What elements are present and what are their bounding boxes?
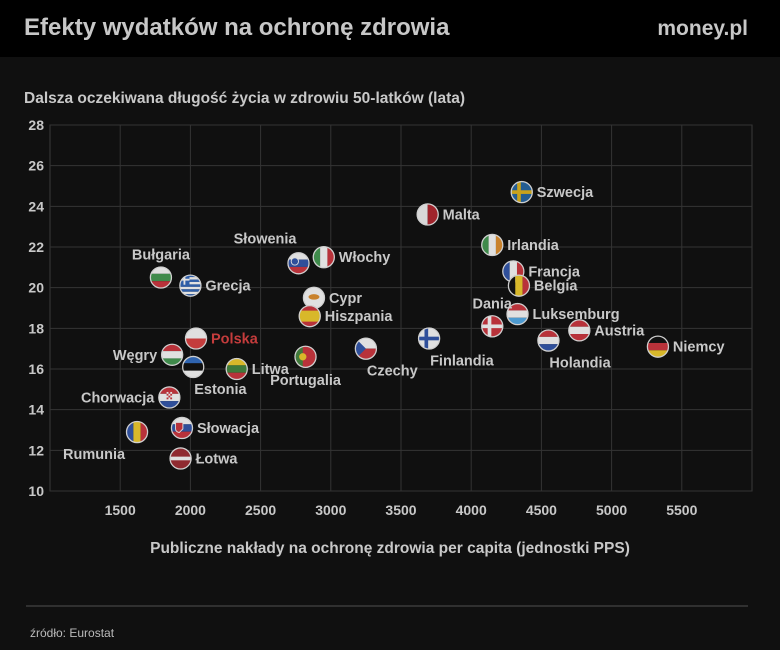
chart-title: Dalsza oczekiwana długość życia w zdrowi… (24, 90, 465, 107)
point-label: Czechy (367, 364, 418, 380)
y-tick-label: 20 (28, 280, 44, 296)
flag-marker-austria (568, 319, 591, 342)
flag-marker-denmark (481, 315, 504, 338)
y-tick-label: 14 (28, 402, 44, 418)
flag-marker-finland (417, 327, 441, 350)
flag-marker-czechia (354, 337, 378, 360)
point-label: Niemcy (673, 340, 725, 356)
x-tick-label: 3000 (315, 502, 346, 518)
brand-logo: money.pl (657, 17, 748, 40)
flag-marker-ireland (481, 233, 504, 257)
point-label: Estonia (194, 382, 247, 398)
flag-marker-italy (312, 245, 335, 269)
grid (49, 124, 753, 492)
x-tick-label: 2500 (245, 502, 276, 518)
flag-marker-sweden (510, 180, 533, 204)
flag-marker-germany (646, 335, 670, 358)
point-label: Hiszpania (325, 309, 394, 325)
point-label: Włochy (339, 250, 391, 266)
flag-marker-hungary (160, 343, 184, 366)
point-label: Łotwa (196, 451, 239, 467)
flag-marker-belgium (507, 274, 531, 297)
point-label: Holandia (549, 356, 611, 372)
point-label: Rumunia (63, 447, 126, 463)
point-label: Dania (473, 296, 513, 312)
point-label: Litwa (252, 362, 290, 378)
point-label: Grecja (205, 279, 251, 295)
point-label: Austria (594, 323, 645, 339)
x-tick-label: 2000 (175, 502, 206, 518)
point-label: Bułgaria (132, 248, 191, 264)
point-label: Szwecja (537, 185, 594, 201)
flag-marker-netherlands (537, 329, 560, 352)
flag-marker-slovenia (287, 252, 310, 275)
point-label: Chorwacja (81, 390, 155, 406)
x-axis-label: Publiczne nakłady na ochronę zdrowia per… (150, 540, 630, 557)
flag-marker-slovakia (170, 416, 194, 440)
point-label: Irlandia (507, 238, 560, 254)
point-label: Słowacja (197, 421, 260, 437)
flag-marker-lithuania (225, 357, 248, 381)
point-label: Luksemburg (533, 307, 620, 323)
y-tick-label: 16 (28, 361, 44, 377)
x-tick-label: 1500 (105, 502, 136, 518)
point-label: Francja (528, 264, 581, 280)
x-axis: 1500 2000 2500 3000 3500 4000 4500 5000 5500 (105, 502, 698, 518)
point-label: Finlandia (430, 354, 495, 370)
point-label: Węgry (113, 348, 157, 364)
y-tick-label: 24 (28, 198, 44, 214)
flag-marker-estonia (182, 355, 205, 379)
flag-marker-latvia (169, 447, 192, 470)
flag-marker-malta (416, 203, 439, 226)
flag-marker-bulgaria (149, 266, 173, 289)
flag-marker-luxembourg (506, 302, 529, 326)
flag-marker-poland (184, 327, 208, 350)
y-tick-label: 12 (28, 442, 44, 458)
point-label: Malta (443, 207, 481, 223)
y-tick-label: 18 (28, 320, 44, 336)
flag-marker-spain (298, 304, 321, 328)
y-tick-label: 10 (28, 483, 44, 499)
y-tick-label: 26 (28, 158, 44, 174)
flag-marker-croatia (158, 386, 181, 409)
x-tick-label: 5500 (666, 502, 697, 518)
flag-marker-romania (125, 420, 149, 444)
source-note: źródło: Eurostat (30, 626, 115, 640)
y-tick-label: 22 (28, 239, 44, 255)
point-label: Belgia (534, 279, 578, 295)
flag-marker-greece (179, 274, 202, 297)
x-tick-label: 4000 (456, 502, 487, 518)
x-tick-label: 5000 (596, 502, 627, 518)
point-label: Słowenia (234, 231, 298, 247)
header-bar: Efekty wydatków na ochronę zdrowia money… (0, 0, 780, 57)
point-label: Cypr (329, 291, 362, 307)
data-points: Szwecja Malta Irlandia Włochy Słowenia Francj… (63, 180, 725, 470)
point-label: Portugalia (270, 373, 342, 389)
flag-marker-portugal (294, 345, 317, 368)
x-tick-label: 4500 (526, 502, 557, 518)
x-tick-label: 3500 (385, 502, 416, 518)
page-title: Efekty wydatków na ochronę zdrowia (24, 14, 450, 41)
y-tick-label: 28 (28, 117, 44, 133)
y-axis: 10 12 14 16 18 20 22 24 26 28 (28, 117, 44, 499)
point-label: Polska (211, 332, 259, 348)
